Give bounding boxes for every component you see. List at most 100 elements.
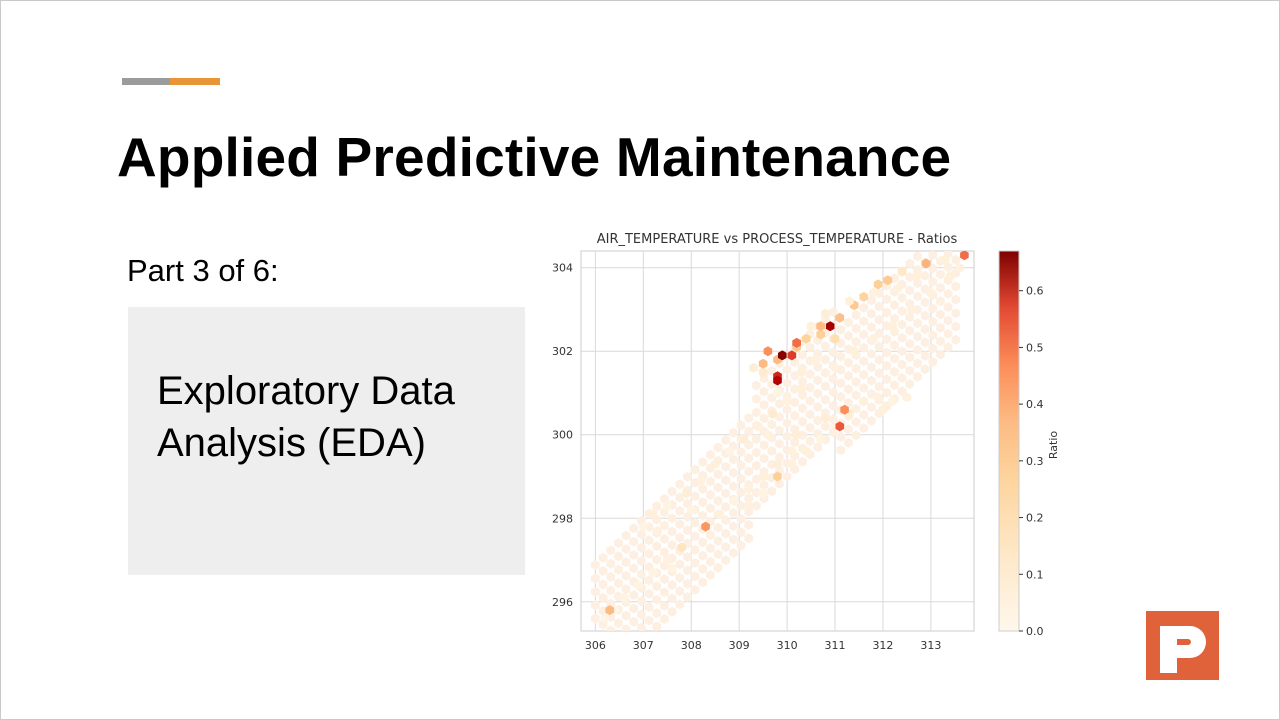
hex-bin-background [836,351,846,362]
hex-bin-background [897,372,907,383]
hex-bin-background [721,475,731,486]
hex-bin-background [644,548,654,559]
hex-bin-background [928,251,938,260]
hex-bin-background [614,618,623,629]
x-tick-label: 308 [681,639,702,652]
hex-bin-background [652,554,662,565]
hex-bin [873,392,883,403]
hex-bin-background [598,579,608,590]
hex-bin-background [905,352,915,363]
hex-bin-background [660,600,669,611]
hex-bin-background [729,507,738,518]
hex-bin-background [836,324,846,335]
hex-bin [744,484,754,494]
colorbar-tick-label: 0.0 [1026,625,1044,638]
hex-bin-background [690,571,700,582]
hex-bin-background [644,615,654,626]
hex-bin [940,254,950,265]
hex-bin-background [821,394,830,405]
hex-bin-background [775,412,784,422]
hex-bin [869,287,878,298]
hex-bin-background [660,614,669,625]
hex-bin-background [951,308,961,319]
hex-bin [830,333,840,344]
hex-bin-background [936,269,945,280]
hex-bin-background [690,558,700,568]
hex-bin-background [874,368,884,379]
hex-bin-background [621,584,631,595]
x-tick-label: 311 [825,639,846,652]
hex-bin-background [798,403,807,414]
hex-bin-background [859,302,869,313]
hex-bin-background [936,349,945,360]
hex-bin-background [890,366,899,377]
hex-bin-background [951,254,961,265]
hex-bin-background [660,534,669,544]
hex-bin [744,500,754,511]
hex-bin-background [851,390,861,401]
hex-bin-background [844,424,853,435]
hex-bin-background [890,273,899,284]
hex-bin [696,475,706,486]
hex-bin [902,392,912,403]
hex-bin-background [828,400,838,411]
hex-bin-background [721,501,731,512]
hex-bin-background [874,354,884,365]
hex-bin [787,459,797,469]
topic-text: Exploratory Data Analysis (EDA) [157,369,455,465]
hex-bin-background [744,493,754,504]
hex-bin-background [752,500,761,511]
hex-bin [955,262,964,273]
hex-bin [873,279,883,290]
hex-bin-background [629,590,638,601]
hex-bin-background [752,394,761,404]
x-tick-label: 309 [729,639,750,652]
hex-bin-background [637,556,646,566]
hex-bin [945,271,955,282]
hex-bin-background [775,398,784,409]
hex-bin-background [675,505,685,516]
hex-bin-background [690,544,700,555]
hex-bin [926,287,936,298]
hex-bin [730,496,739,507]
hex-bin [773,459,782,469]
hex-bin-background [690,464,700,475]
accent-bar-orange [170,78,220,85]
hex-bin-background [621,530,631,541]
hex-bin-background [828,387,838,398]
hex-bin-background [936,336,945,347]
hex-bin-background [851,323,861,334]
hex-bin-background [936,322,945,333]
hex-bin-background [775,425,784,436]
hex-bin [787,446,797,457]
y-tick-label: 302 [552,345,573,358]
p-logo-icon [1146,611,1219,680]
hex-bin-background [782,364,792,375]
hex-bin-background [867,308,876,319]
colorbar-tick-label: 0.3 [1026,455,1044,468]
hex-bin-background [813,375,823,386]
hex-bin-background [928,263,938,274]
hex-bin [768,408,777,419]
hex-bin-background [905,365,915,376]
hex-bin-background [905,325,915,336]
hex-bin-background [859,369,869,380]
hex-bin-background [729,467,738,478]
hex-bin-background [721,515,731,526]
hex-bin-background [867,295,876,306]
hex-bin-background [629,563,638,574]
colorbar [998,250,1020,632]
hex-bin-background [813,415,823,426]
hex-bin-background [851,363,861,374]
hex-bin [682,488,691,499]
hex-bin-background [644,575,654,586]
hex-bin-background [713,442,723,453]
hex-bin-background [790,437,800,448]
hex-bin [797,367,806,378]
hex-bin-background [943,315,953,326]
hex-bin-background [882,360,892,371]
hex-bin [859,291,869,302]
hex-bin-background [920,364,930,375]
hex-bin-background [660,574,669,585]
hex-bin-background [683,578,692,589]
